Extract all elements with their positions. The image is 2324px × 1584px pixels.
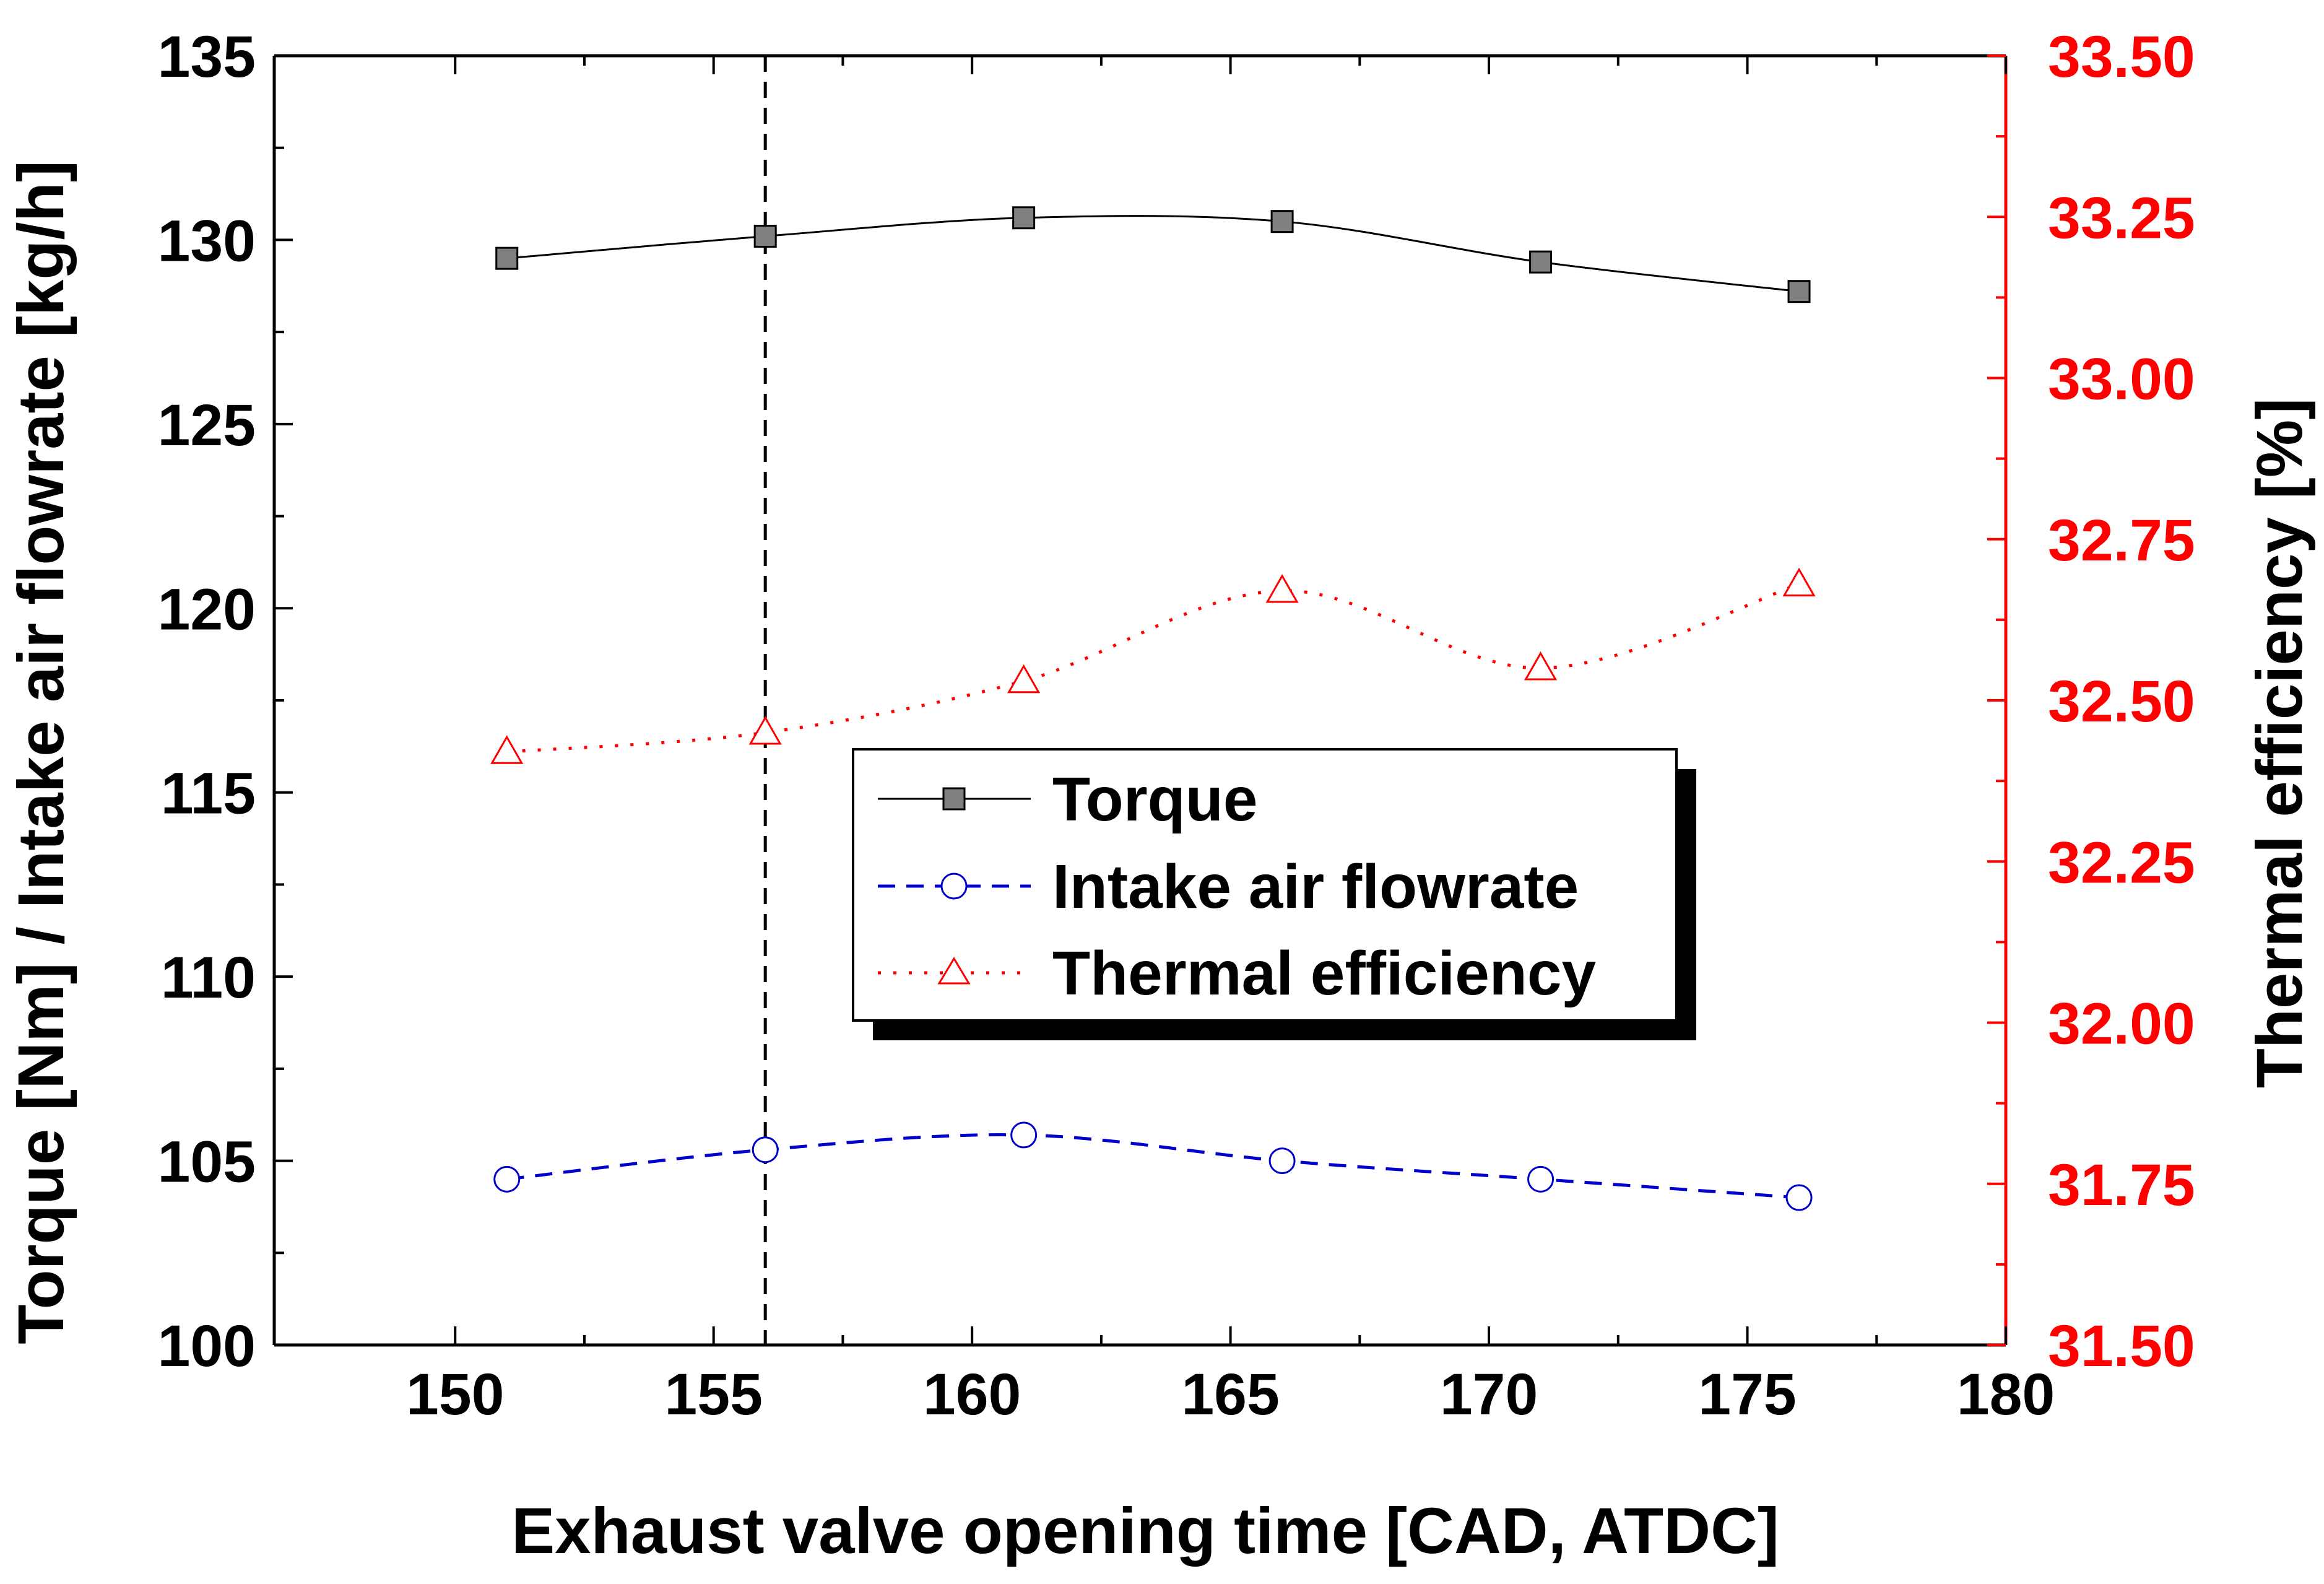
series-line-thermal-efficiency: [507, 585, 1799, 752]
x-tick-label: 175: [1698, 1362, 1797, 1427]
y-left-tick-label: 120: [157, 577, 256, 642]
x-axis-title: Exhaust valve opening time [CAD, ATDC]: [511, 1495, 1779, 1567]
y-left-tick-label: 105: [157, 1129, 256, 1195]
x-tick-label: 180: [1957, 1362, 2055, 1427]
data-point-torque: [1272, 211, 1293, 232]
legend-intake-marker: [942, 874, 966, 899]
y-left-tick-label: 130: [157, 208, 256, 274]
y-right-tick-label: 33.00: [2048, 347, 2195, 412]
data-point-torque: [1530, 251, 1551, 272]
legend-label-intake-air-flowrate: Intake air flowrate: [1052, 852, 1579, 921]
x-tick-label: 150: [406, 1362, 505, 1427]
x-tick-label: 165: [1181, 1362, 1280, 1427]
y-left-tick-label: 115: [161, 761, 256, 827]
legend-label-thermal-efficiency: Thermal efficiency: [1052, 939, 1597, 1008]
series-line-intake-air-flowrate: [507, 1135, 1799, 1198]
y-right-tick-label: 31.50: [2048, 1313, 2195, 1379]
data-point-torque: [755, 225, 776, 246]
data-point-intake-air-flowrate: [1787, 1185, 1811, 1210]
y-right-tick-label: 31.75: [2048, 1152, 2195, 1218]
legend-label-torque: Torque: [1052, 765, 1257, 834]
data-point-thermal-efficiency: [1009, 666, 1039, 692]
chart-series-layer: [492, 207, 1814, 1210]
y-right-tick-label: 33.50: [2048, 24, 2195, 90]
data-point-thermal-efficiency: [1267, 576, 1297, 602]
x-tick-label: 170: [1440, 1362, 1538, 1427]
data-point-intake-air-flowrate: [1270, 1149, 1294, 1173]
data-point-thermal-efficiency: [750, 718, 780, 744]
chart: 150 155 160 165 170 175 180 100 105 110 115 120 125 1…: [0, 0, 2324, 1584]
y-right-tick-label: 32.25: [2048, 830, 2195, 895]
series-line-torque: [507, 216, 1799, 292]
x-tick-label: 155: [664, 1362, 763, 1427]
data-point-thermal-efficiency: [1784, 570, 1814, 596]
data-point-intake-air-flowrate: [495, 1167, 519, 1191]
y-right-tick-label: 32.50: [2048, 669, 2195, 734]
y-right-tick-label: 32.00: [2048, 991, 2195, 1057]
x-tick-label: 160: [923, 1362, 1021, 1427]
y-right-tick-label: 32.75: [2048, 508, 2195, 573]
data-point-intake-air-flowrate: [1012, 1123, 1036, 1147]
chart-axes-layer: 150 155 160 165 170 175 180 100 105 110 115 120 125 1…: [157, 24, 2195, 1427]
data-point-thermal-efficiency: [1526, 653, 1556, 679]
data-point-torque: [496, 248, 518, 269]
legend-torque-marker: [943, 788, 965, 809]
y-right-axis-title: Thermal efficiency [%]: [2244, 398, 2316, 1089]
data-point-torque: [1789, 281, 1810, 302]
y-left-tick-label: 110: [161, 945, 256, 1011]
legend: Torque Intake air flowrate Thermal effic…: [853, 749, 1696, 1040]
y-left-axis-title: Torque [Nm] / Intake air flowrate [kg/h]: [5, 160, 77, 1344]
y-left-tick-label: 135: [157, 24, 256, 90]
data-point-intake-air-flowrate: [1528, 1167, 1553, 1191]
y-right-tick-label: 33.25: [2048, 185, 2195, 251]
data-point-torque: [1013, 207, 1034, 228]
data-point-thermal-efficiency: [492, 737, 522, 763]
y-left-tick-label: 125: [157, 393, 256, 458]
data-point-intake-air-flowrate: [753, 1138, 778, 1162]
y-left-tick-label: 100: [157, 1313, 256, 1379]
